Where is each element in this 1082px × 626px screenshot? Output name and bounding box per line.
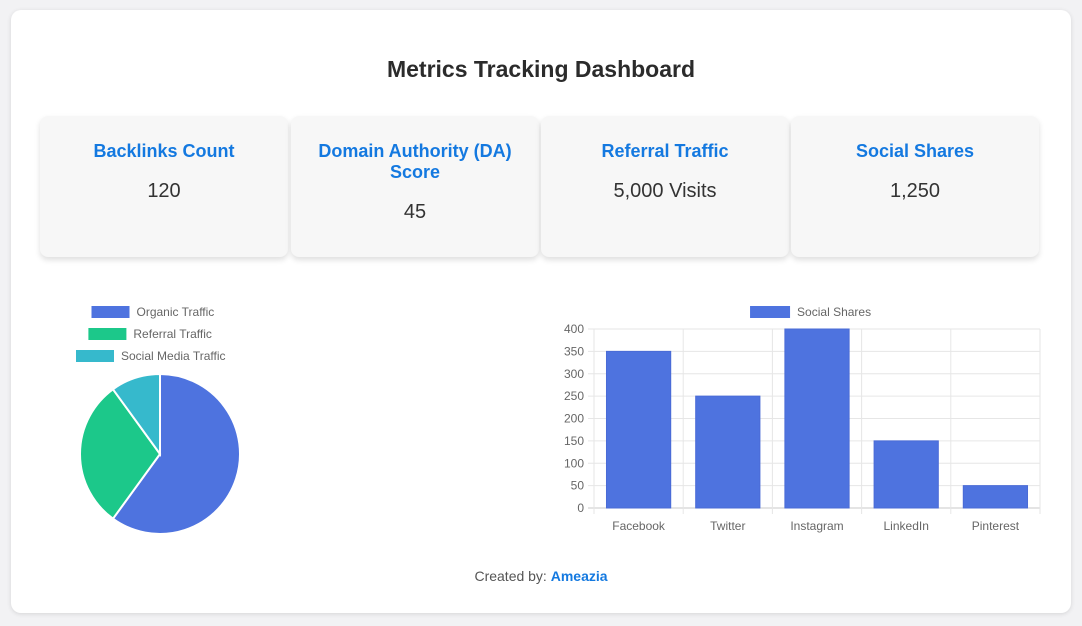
bar-twitter[interactable]: [695, 395, 761, 509]
metric-card-title: Referral Traffic: [601, 141, 729, 161]
bar-chart: Social Shares 0 50 100 150 200 250 300 350 400 Fac…: [564, 305, 1041, 533]
x-tick-label-linkedin: LinkedIn: [884, 519, 929, 533]
x-tick-label-instagram: Instagram: [790, 519, 843, 533]
pie-slice-referral-traffic[interactable]: [79, 387, 162, 521]
y-tick-label: 250: [564, 389, 584, 403]
bar-linkedin[interactable]: [873, 440, 939, 509]
metric-card-social-shares: Social Shares 1,250: [791, 116, 1039, 257]
pie-slice-organic-traffic[interactable]: [111, 372, 241, 535]
x-tick-label-facebook: Facebook: [612, 519, 666, 533]
legend-label-referral-traffic[interactable]: Referral Traffic: [133, 327, 211, 341]
metric-card-value: 5,000 Visits: [613, 180, 717, 202]
y-tick-label: 400: [564, 322, 584, 336]
bar-pinterest[interactable]: [962, 485, 1029, 509]
legend-label-social-shares[interactable]: Social Shares: [797, 305, 871, 319]
legend-swatch-social-media-traffic[interactable]: [76, 350, 114, 362]
metric-card-value: 45: [403, 201, 427, 223]
metric-card-title: Backlinks Count: [93, 141, 235, 161]
metric-card-value: 1,250: [889, 180, 941, 202]
x-tick-label-pinterest: Pinterest: [972, 519, 1020, 533]
y-tick-label: 100: [564, 456, 584, 470]
metric-card-domain-authority: Domain Authority (DA) Score 45: [291, 116, 539, 257]
metric-card-backlinks: Backlinks Count 120: [40, 116, 288, 257]
footer-label: Created by:: [474, 568, 547, 584]
pie-chart: Organic Traffic Referral Traffic Social Me…: [76, 305, 241, 535]
y-tick-label: 0: [577, 501, 584, 515]
bar-instagram[interactable]: [784, 328, 850, 509]
legend-label-organic-traffic[interactable]: Organic Traffic: [137, 305, 215, 319]
legend-swatch-referral-traffic[interactable]: [88, 328, 127, 340]
y-tick-label: 350: [564, 344, 584, 358]
y-tick-label: 300: [564, 367, 584, 381]
page-title: Metrics Tracking Dashboard: [386, 56, 696, 82]
legend-label-social-media-traffic[interactable]: Social Media Traffic: [121, 349, 226, 363]
metric-card-value: 120: [147, 180, 181, 202]
metric-card-title: Social Shares: [855, 141, 975, 161]
y-tick-label: 150: [564, 434, 584, 448]
pie-slice-social-media-traffic[interactable]: [111, 372, 161, 458]
bar-facebook[interactable]: [605, 350, 672, 509]
y-tick-label: 200: [564, 412, 584, 426]
x-tick-label-twitter: Twitter: [710, 519, 745, 533]
metric-card-referral-traffic: Referral Traffic 5,000 Visits: [541, 116, 789, 257]
metric-card-title: Domain Authority (DA) Score: [318, 141, 512, 182]
legend-swatch-organic-traffic[interactable]: [91, 306, 130, 318]
author-link[interactable]: Ameazia: [550, 568, 608, 584]
metric-cards: Backlinks Count 120 Domain Authority (DA…: [40, 116, 1042, 257]
y-tick-label: 50: [571, 479, 585, 493]
legend-swatch-social-shares[interactable]: [750, 306, 791, 318]
footer: Created by: Ameazia: [11, 568, 1071, 584]
